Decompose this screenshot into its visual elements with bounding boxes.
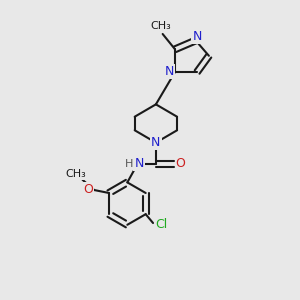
Text: Cl: Cl [155,218,167,231]
Text: N: N [165,65,174,79]
Text: N: N [134,157,144,170]
Text: N: N [151,136,160,148]
Text: N: N [192,30,202,44]
Text: O: O [176,157,186,170]
Text: CH₃: CH₃ [151,21,172,31]
Text: H: H [125,159,134,169]
Text: CH₃: CH₃ [66,169,86,179]
Text: O: O [83,183,93,196]
